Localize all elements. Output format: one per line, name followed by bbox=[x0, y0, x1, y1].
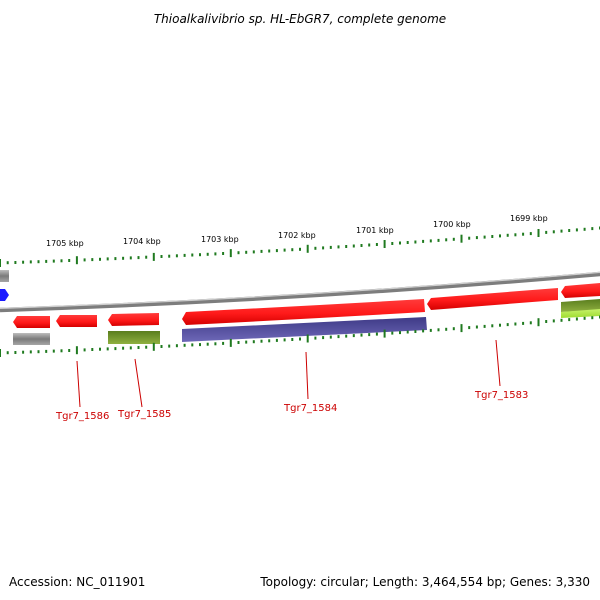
gene-arrow-1585[interactable] bbox=[108, 313, 159, 326]
lime-feature-right[interactable] bbox=[561, 309, 600, 318]
scale-label: 1704 kbp bbox=[123, 237, 161, 246]
genome-backbone-highlight bbox=[0, 271, 600, 309]
scale-label: 1705 kbp bbox=[46, 239, 84, 248]
scale-labels: 1705 kbp 1704 kbp 1703 kbp 1702 kbp 1701… bbox=[46, 214, 548, 248]
cds-track bbox=[13, 283, 600, 328]
leader-line-1586 bbox=[76, 360, 81, 408]
gene-arrow-1586[interactable] bbox=[13, 316, 50, 328]
accession-text: Accession: NC_011901 bbox=[9, 575, 145, 589]
map-title: Thioalkalivibrio sp. HL-EbGR7, complete … bbox=[154, 12, 446, 26]
gene-label[interactable]: Tgr7_1585 bbox=[117, 409, 171, 420]
gene-arrow-1586b[interactable] bbox=[56, 315, 97, 327]
leader-line-1585 bbox=[134, 358, 143, 408]
leader-line-1584 bbox=[305, 351, 309, 400]
genome-summary-text: Topology: circular; Length: 3,464,554 bp… bbox=[259, 575, 590, 589]
leader-line-1583 bbox=[495, 339, 501, 387]
purple-feature-1584[interactable] bbox=[182, 317, 427, 342]
gray-feature-1586[interactable] bbox=[13, 333, 50, 345]
genome-backbone bbox=[0, 271, 600, 313]
scale-label: 1700 kbp bbox=[433, 220, 471, 229]
gene-arrow-1583[interactable] bbox=[427, 288, 558, 310]
gene-label[interactable]: Tgr7_1584 bbox=[283, 403, 337, 414]
inner-tick-ruler bbox=[0, 315, 600, 357]
gray-feature-left[interactable] bbox=[0, 270, 9, 282]
gene-arrow-1584[interactable] bbox=[182, 299, 425, 325]
gene-label[interactable]: Tgr7_1586 bbox=[55, 411, 109, 422]
gene-labels: Tgr7_1586 Tgr7_1585 Tgr7_1584 Tgr7_1583 bbox=[55, 390, 528, 422]
gene-label[interactable]: Tgr7_1583 bbox=[474, 390, 528, 401]
outer-tick-ruler bbox=[0, 226, 600, 267]
scale-label: 1699 kbp bbox=[510, 214, 548, 223]
gene-arrow-1582[interactable] bbox=[561, 283, 600, 298]
olive-feature-right[interactable] bbox=[561, 299, 600, 312]
gene-label-leaders bbox=[76, 339, 501, 408]
scale-label: 1703 kbp bbox=[201, 235, 239, 244]
scale-label: 1702 kbp bbox=[278, 231, 316, 240]
olive-feature-1585[interactable] bbox=[108, 331, 160, 344]
blue-marker[interactable] bbox=[0, 289, 9, 301]
scale-label: 1701 kbp bbox=[356, 226, 394, 235]
